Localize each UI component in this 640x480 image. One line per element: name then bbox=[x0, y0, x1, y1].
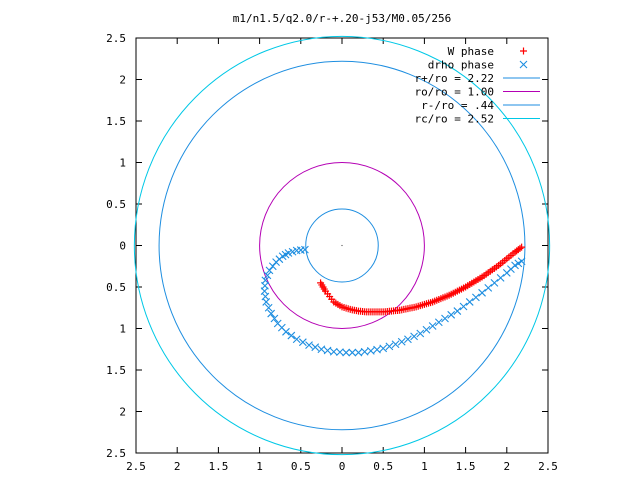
y-tick-label: 1.5 bbox=[106, 364, 126, 377]
center-dot bbox=[341, 244, 343, 247]
data-point bbox=[490, 278, 499, 287]
data-point bbox=[517, 257, 526, 266]
legend-sample bbox=[520, 47, 527, 55]
chart-title: m1/n1.5/q2.0/r-+.20-j53/M0.05/256 bbox=[233, 12, 452, 25]
y-tick-label: 2 bbox=[119, 406, 126, 419]
circle-series-5 bbox=[133, 35, 551, 456]
legend-label: drho phase bbox=[428, 59, 494, 72]
y-tick-label: 2.5 bbox=[106, 447, 126, 460]
x-tick-label: 2 bbox=[174, 460, 181, 473]
data-point bbox=[434, 318, 443, 327]
x-tick-label: 2 bbox=[503, 460, 510, 473]
data-point bbox=[287, 331, 296, 340]
data-point bbox=[267, 309, 276, 318]
legend-label: r+/ro = 2.22 bbox=[415, 72, 494, 85]
points-layer bbox=[260, 243, 526, 357]
data-point bbox=[391, 340, 400, 349]
data-point bbox=[298, 338, 307, 347]
data-point bbox=[265, 266, 274, 275]
data-point bbox=[496, 273, 505, 282]
circles-layer bbox=[133, 35, 551, 456]
x-tick-label: 0 bbox=[339, 460, 346, 473]
data-point bbox=[336, 348, 344, 357]
data-point bbox=[264, 303, 273, 312]
data-point bbox=[465, 298, 474, 306]
data-point bbox=[292, 335, 301, 344]
data-point bbox=[323, 346, 332, 355]
legend-label: W phase bbox=[448, 45, 494, 58]
y-tick-label: 0.5 bbox=[106, 198, 126, 211]
legend-sample bbox=[519, 60, 528, 69]
data-point bbox=[397, 337, 406, 346]
x-tick-label: 1.5 bbox=[208, 460, 228, 473]
data-point bbox=[410, 332, 418, 341]
y-tick-label: 1 bbox=[119, 157, 126, 170]
data-point bbox=[428, 322, 437, 330]
data-point bbox=[262, 298, 271, 306]
data-point bbox=[379, 344, 388, 353]
data-point bbox=[305, 341, 313, 349]
point-series-1 bbox=[260, 245, 526, 357]
data-point bbox=[373, 345, 381, 354]
data-point bbox=[459, 302, 468, 311]
data-point bbox=[263, 271, 272, 280]
y-tick-label: 1 bbox=[119, 323, 126, 336]
data-point bbox=[366, 347, 375, 355]
data-point bbox=[518, 243, 526, 251]
data-point bbox=[354, 348, 363, 357]
data-point bbox=[472, 293, 480, 302]
y-tick-label: 0.5 bbox=[106, 281, 126, 294]
y-tick-label: 0 bbox=[119, 240, 126, 253]
data-point bbox=[348, 348, 357, 357]
data-point bbox=[453, 307, 462, 315]
data-point bbox=[404, 335, 412, 344]
circle-series-3 bbox=[259, 162, 425, 329]
x-tick-label: 1.5 bbox=[456, 460, 476, 473]
legend-label: r-/ro = .44 bbox=[421, 99, 494, 112]
y-tick-label: 2.5 bbox=[106, 32, 126, 45]
ticks-layer: 2.5 2 1.5 1 0.5 0 0.5 1 1.5 2 2.52.521.510.500.511… bbox=[106, 32, 558, 473]
data-point bbox=[268, 262, 277, 271]
point-series-0 bbox=[317, 243, 526, 316]
data-point bbox=[441, 314, 449, 323]
data-point bbox=[385, 342, 394, 351]
x-tick-label: 2.5 bbox=[126, 460, 146, 473]
data-point bbox=[282, 327, 290, 336]
data-point bbox=[422, 325, 431, 334]
data-point bbox=[329, 347, 338, 356]
x-tick-label: 2.5 bbox=[538, 460, 558, 473]
y-tick-label: 1.5 bbox=[106, 115, 126, 128]
data-point bbox=[360, 347, 369, 356]
y-tick-label: 2 bbox=[119, 74, 126, 87]
data-point bbox=[311, 343, 320, 352]
data-point bbox=[478, 288, 486, 297]
circle-series-4 bbox=[305, 208, 379, 283]
x-tick-label: 1 bbox=[256, 460, 263, 473]
data-point bbox=[342, 348, 351, 357]
x-tick-label: 0.5 bbox=[291, 460, 311, 473]
data-point bbox=[484, 283, 493, 292]
data-point bbox=[416, 329, 425, 338]
circle-series-2 bbox=[158, 60, 526, 431]
x-tick-label: 1 bbox=[421, 460, 428, 473]
legend-label: ro/ro = 1.00 bbox=[415, 86, 494, 99]
data-point bbox=[516, 244, 524, 252]
data-point bbox=[270, 314, 279, 323]
data-point bbox=[317, 345, 326, 354]
x-tick-label: 0.5 bbox=[373, 460, 393, 473]
data-point bbox=[447, 310, 456, 319]
legend-label: rc/ro = 2.52 bbox=[415, 113, 494, 126]
data-point bbox=[272, 258, 280, 266]
